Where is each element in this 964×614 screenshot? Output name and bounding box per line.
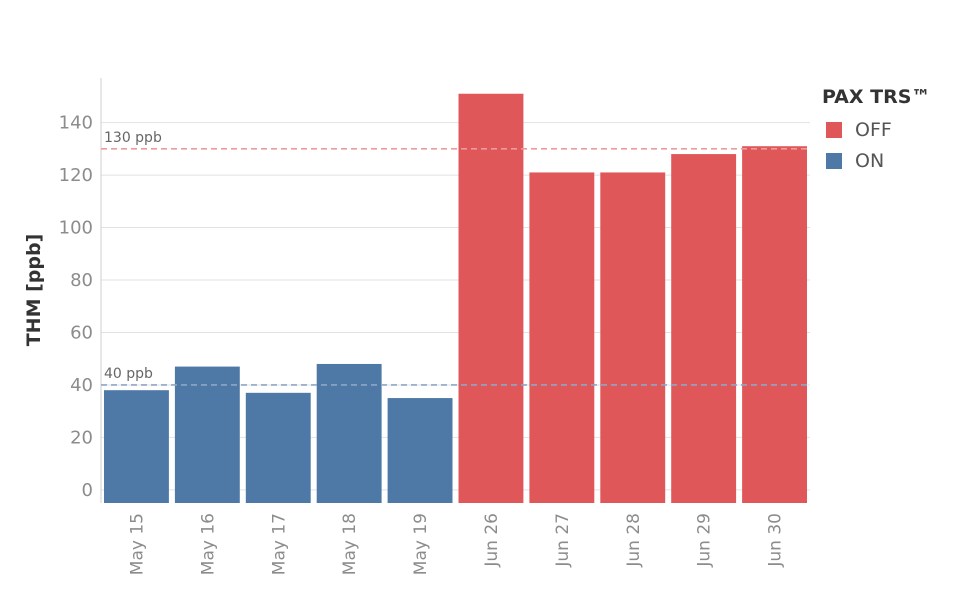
legend-label-on: ON (855, 149, 885, 172)
legend-title: PAX TRS™ (822, 86, 931, 108)
x-tick-label-jun-26: Jun 26 (482, 513, 502, 568)
y-axis-title: THM [ppb] (23, 234, 45, 347)
reference-label-40: 40 ppb (104, 366, 153, 382)
bars (104, 93, 807, 504)
y-tick-labels: 0 20 40 60 80 100 120 140 (59, 113, 93, 501)
y-tick-label-120: 120 (59, 165, 93, 186)
legend: PAX TRS™ OFF ON (822, 86, 930, 176)
x-tick-label-jun-27: Jun 27 (553, 513, 573, 568)
bar-may-15 (104, 390, 169, 503)
legend-swatch-off (826, 121, 842, 138)
x-tick-label-jun-29: Jun 29 (695, 513, 715, 568)
x-tick-label-jun-28: Jun 28 (624, 513, 644, 568)
x-tick-label-may-19: May 19 (411, 513, 431, 575)
legend-swatch-on (826, 152, 842, 169)
y-tick-label-0: 0 (82, 480, 93, 501)
bar-may-16 (174, 366, 240, 503)
bar-jun-30 (742, 146, 807, 503)
x-tick-label-may-15: May 15 (127, 513, 147, 575)
legend-item-off[interactable]: OFF (822, 114, 930, 145)
y-tick-label-40: 40 (70, 375, 93, 396)
x-tick-label-jun-30: Jun 30 (766, 513, 786, 568)
bar-may-18 (316, 363, 382, 503)
bar-jun-28 (600, 172, 666, 503)
y-tick-label-140: 140 (59, 113, 93, 134)
bar-may-19 (387, 398, 453, 503)
x-tick-label-may-16: May 16 (198, 513, 218, 575)
legend-item-on[interactable]: ON (822, 145, 930, 176)
reference-lines: 130 ppb 40 ppb (101, 130, 810, 386)
x-tick-label-may-18: May 18 (340, 513, 360, 575)
legend-label-off: OFF (855, 118, 892, 141)
y-tick-label-20: 20 (70, 427, 93, 448)
bar-jun-26 (458, 93, 524, 504)
reference-label-130: 130 ppb (104, 130, 162, 146)
bar-may-17 (245, 392, 311, 503)
bar-jun-29 (671, 154, 737, 503)
x-tick-labels: May 15 May 16 May 17 May 18 May 19 Jun 26 Jun … (127, 513, 785, 575)
y-tick-label-80: 80 (70, 270, 93, 291)
bar-jun-27 (529, 172, 595, 503)
y-tick-label-60: 60 (70, 322, 93, 343)
y-tick-label-100: 100 (59, 218, 93, 239)
x-tick-label-may-17: May 17 (269, 513, 289, 575)
